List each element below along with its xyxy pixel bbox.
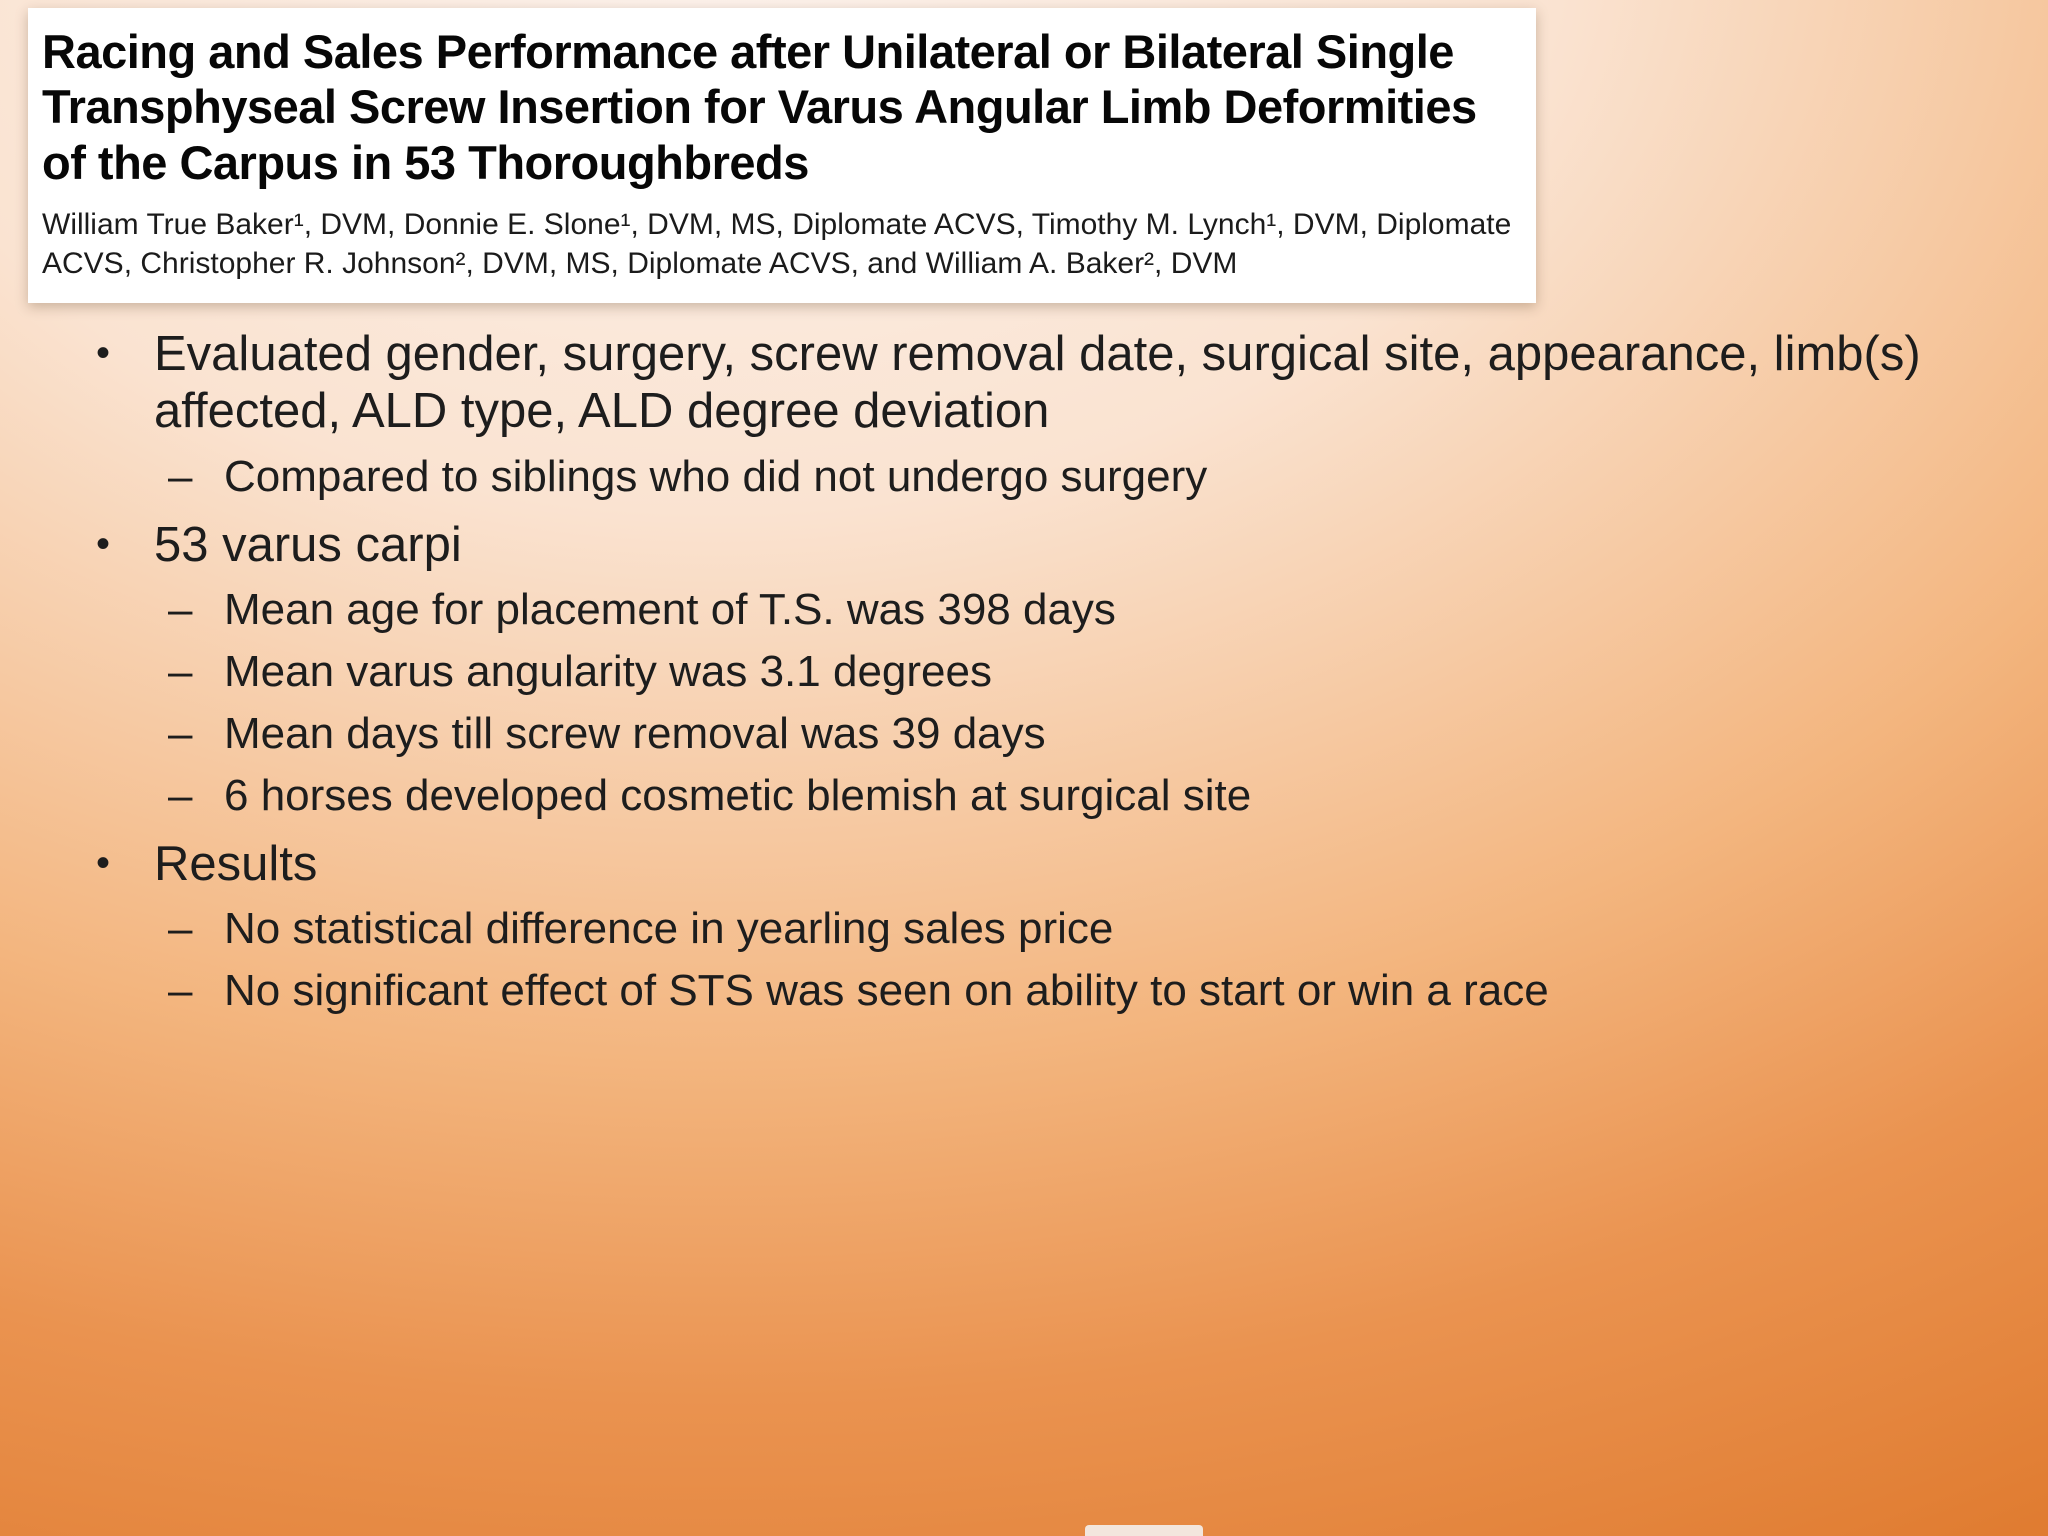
dash-icon: – (168, 451, 193, 501)
dash-icon: – (168, 584, 193, 634)
list-item: – No significant effect of STS was seen … (168, 965, 1993, 1017)
dash-icon: – (168, 646, 193, 696)
bullet-list: • Evaluated gender, surgery, screw remov… (96, 312, 1993, 1027)
dash-icon: – (168, 965, 193, 1015)
bullet-icon: • (96, 521, 111, 566)
bullet-text: Mean days till screw removal was 39 days (224, 708, 1046, 758)
bullet-icon: • (96, 840, 111, 885)
bullet-text: Evaluated gender, surgery, screw removal… (154, 327, 1921, 439)
list-item: • Results (96, 836, 1993, 893)
list-item: – Mean age for placement of T.S. was 398… (168, 584, 1993, 636)
bullet-text: Mean varus angularity was 3.1 degrees (224, 646, 992, 696)
dash-icon: – (168, 708, 193, 758)
bullet-icon: • (96, 331, 111, 375)
bullet-text: Compared to siblings who did not undergo… (224, 451, 1208, 501)
dash-icon: – (168, 770, 193, 820)
bullet-text: No statistical difference in yearling sa… (224, 903, 1114, 953)
list-item: • Evaluated gender, surgery, screw remov… (96, 326, 1993, 441)
bullet-text: No significant effect of STS was seen on… (224, 965, 1549, 1015)
bullet-text: Mean age for placement of T.S. was 398 d… (224, 584, 1116, 634)
list-item: – Mean varus angularity was 3.1 degrees (168, 646, 1993, 698)
paper-title: Racing and Sales Performance after Unila… (42, 25, 1477, 189)
bullet-text: 53 varus carpi (154, 517, 462, 572)
list-item: – 6 horses developed cosmetic blemish at… (168, 770, 1993, 822)
paper-citation-box: Racing and Sales Performance after Unila… (28, 8, 1536, 304)
list-item: • 53 varus carpi (96, 517, 1993, 574)
bullet-text: Results (154, 836, 318, 891)
bottom-edge-artifact (1085, 1525, 1203, 1536)
bullet-text: 6 horses developed cosmetic blemish at s… (224, 770, 1252, 820)
list-item: – Compared to siblings who did not under… (168, 451, 1993, 503)
list-item: – Mean days till screw removal was 39 da… (168, 708, 1993, 760)
paper-authors: William True Baker¹, DVM, Donnie E. Slon… (42, 208, 1512, 280)
list-item: – No statistical difference in yearling … (168, 903, 1993, 955)
dash-icon: – (168, 903, 193, 953)
